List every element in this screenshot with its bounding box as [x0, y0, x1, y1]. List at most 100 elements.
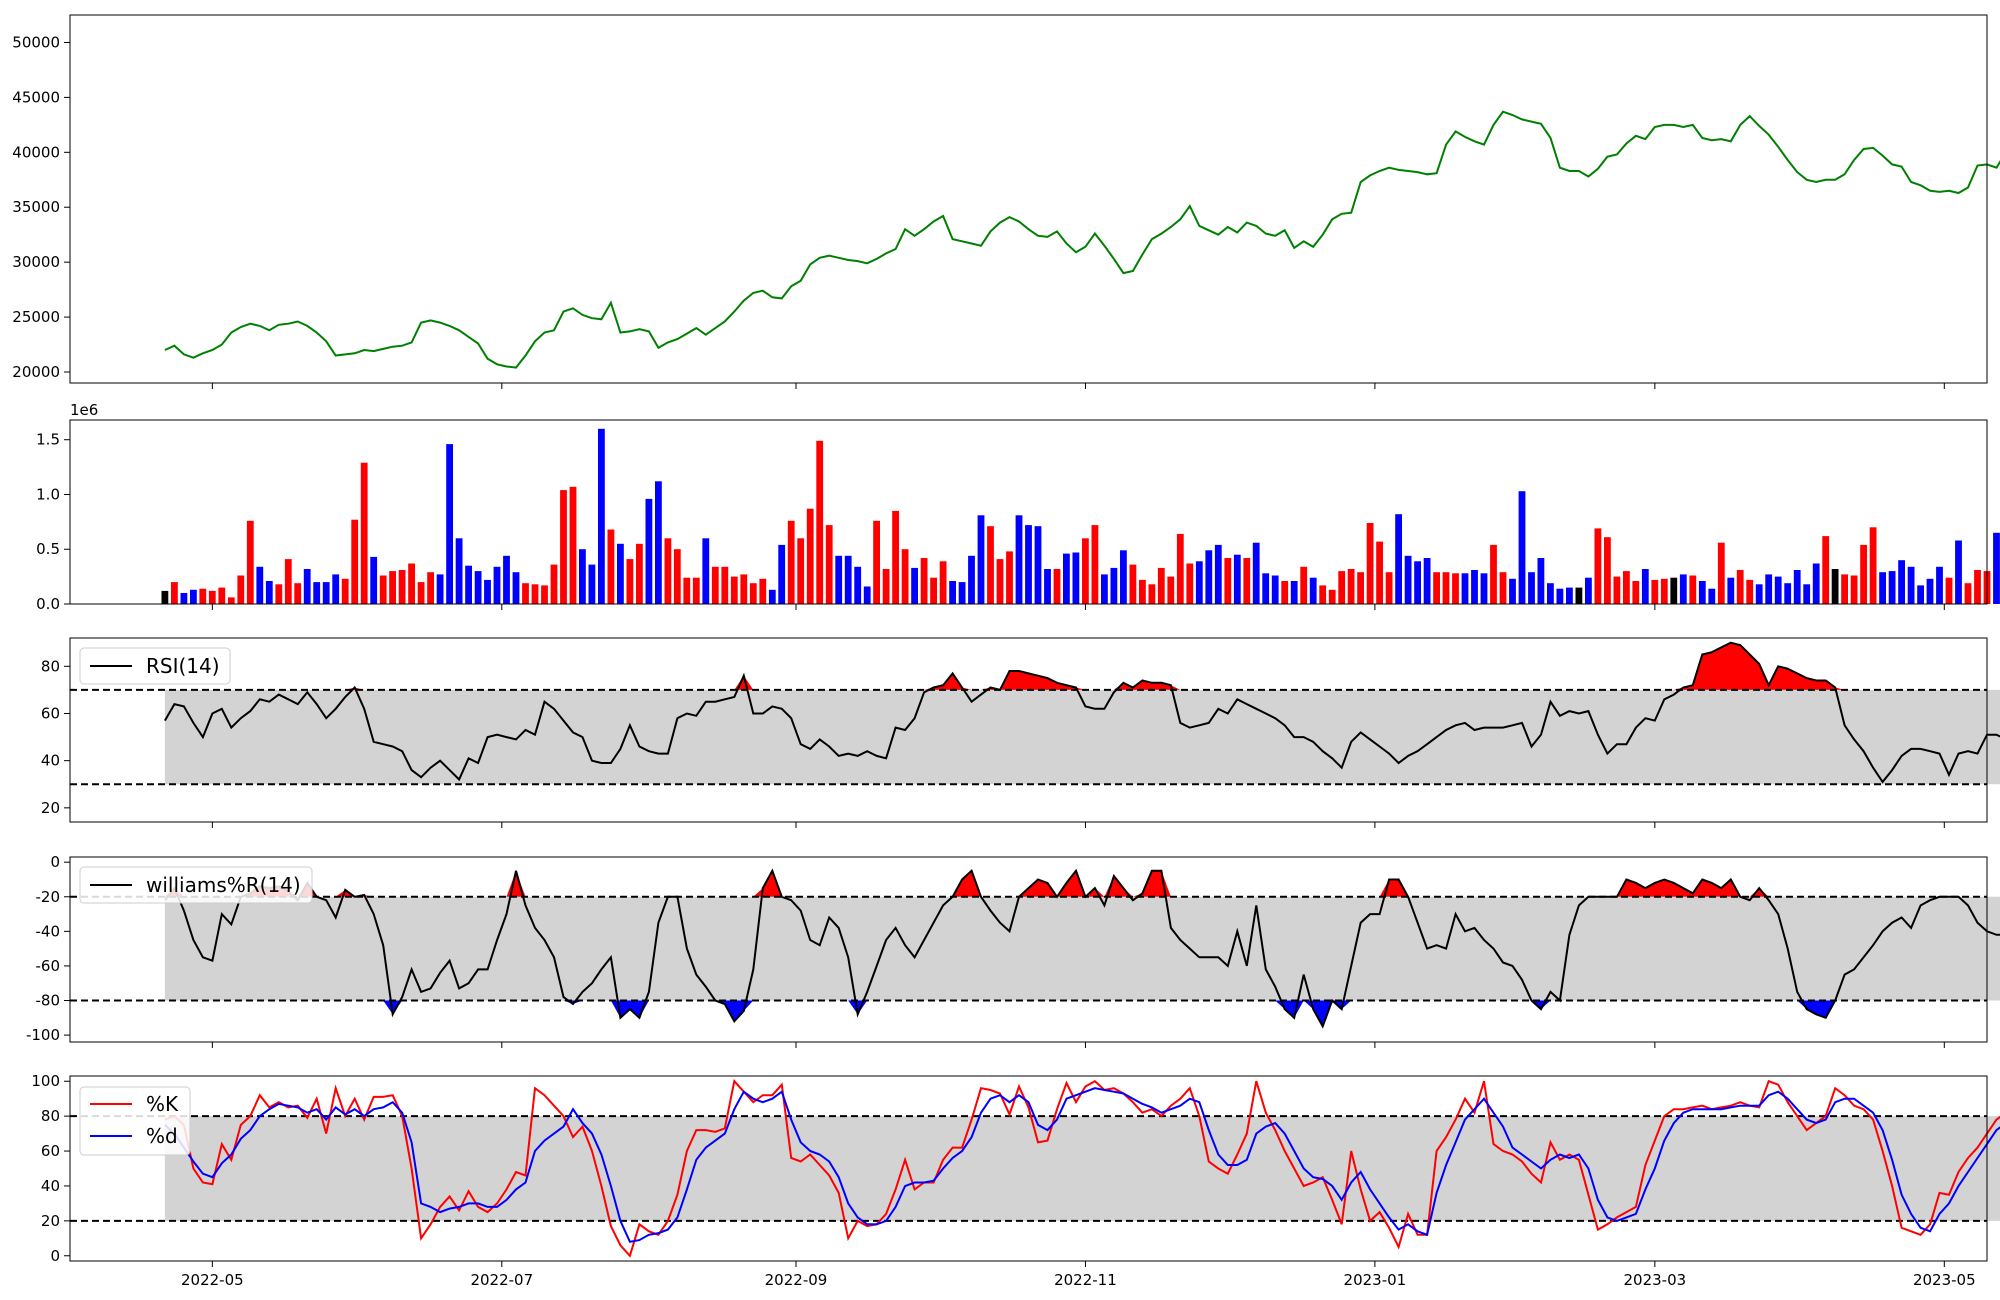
volume-bar	[1252, 542, 1260, 604]
volume-bar	[579, 549, 586, 604]
volume-bar	[673, 549, 681, 604]
volume-bar	[721, 566, 729, 604]
stochastic-d-line	[164, 1087, 2000, 1243]
volume-bar	[1025, 525, 1032, 604]
volume-bar	[1547, 583, 1554, 604]
stochastic-tick-label: 20	[41, 1212, 60, 1230]
volume-bar	[607, 529, 615, 604]
volume-bar	[911, 567, 918, 604]
volume-bar	[1575, 587, 1583, 604]
volume-bar	[711, 566, 719, 604]
volume-bar	[1746, 579, 1754, 604]
volume-bar	[1044, 569, 1051, 604]
volume-bar	[977, 515, 985, 604]
volume-bar	[1442, 572, 1450, 604]
volume-bar	[1471, 570, 1478, 604]
williams-neutral-band	[164, 896, 2000, 1001]
volume-bar	[844, 555, 852, 604]
volume-bar	[655, 481, 662, 604]
volume-bar	[1860, 544, 1867, 604]
volume-bar	[1765, 574, 1773, 604]
williams-tick-label: -60	[36, 957, 61, 975]
volume-bar	[1784, 583, 1792, 604]
volume-bar	[360, 462, 368, 604]
volume-bar	[465, 565, 472, 604]
volume-bar	[294, 583, 302, 604]
volume-bar	[227, 597, 235, 604]
williams-tick-label: -40	[36, 922, 61, 940]
volume-tick-label: 1.5	[36, 431, 60, 449]
volume-bar	[1452, 573, 1459, 604]
volume-bar	[949, 581, 956, 604]
rsi-line	[164, 641, 2000, 784]
volume-bar	[436, 574, 444, 604]
volume-bar	[806, 508, 814, 604]
volume-bar	[332, 574, 340, 604]
volume-bar	[503, 555, 510, 604]
volume-bar	[417, 582, 425, 604]
volume-bar	[882, 569, 890, 604]
volume-bar	[892, 510, 899, 604]
volume-bar	[778, 544, 786, 604]
volume-bar	[1926, 578, 1934, 604]
volume-bar	[455, 538, 463, 604]
volume-bar	[1385, 572, 1393, 604]
volume-bar	[1623, 571, 1630, 604]
price-panel-frame	[69, 14, 1988, 384]
volume-bar	[484, 579, 491, 604]
volume-bar	[1357, 572, 1364, 604]
price-tick-label: 20000	[12, 363, 60, 381]
volume-bar	[996, 559, 1004, 604]
volume-bar	[493, 566, 501, 604]
volume-bar	[1110, 567, 1118, 604]
volume-bar	[171, 582, 178, 604]
stochastic-tick-label: 0	[50, 1247, 60, 1265]
volume-panel-frame	[69, 419, 1988, 605]
volume-bar	[1404, 555, 1412, 604]
volume-bar	[1091, 525, 1099, 604]
stochastic-tick-label: 40	[41, 1177, 60, 1195]
volume-bar	[987, 526, 994, 604]
volume-bar	[683, 577, 691, 604]
volume-bar	[1461, 573, 1469, 604]
volume-bar	[398, 570, 406, 604]
rsi-legend-box	[79, 647, 231, 685]
volume-bar	[1319, 585, 1327, 604]
volume-bar	[863, 586, 871, 604]
stochastic-legend-d-label: %d	[146, 1124, 178, 1148]
volume-bar	[1433, 572, 1440, 604]
williams-panel-frame	[69, 856, 1988, 1043]
volume-scale-label: 1e6	[70, 401, 98, 419]
volume-bar	[1395, 514, 1402, 604]
volume-panel: 0.0 0.5 1.0 1.5 1e6	[36, 401, 2000, 613]
stochastic-tick-label: 100	[31, 1072, 60, 1090]
volume-tick-label: 0.0	[36, 595, 60, 613]
volume-bar	[1053, 569, 1061, 604]
volume-bar	[1755, 584, 1763, 604]
volume-bar	[218, 587, 226, 604]
volume-bar	[598, 428, 605, 604]
volume-bar	[1907, 566, 1915, 604]
volume-bar	[1148, 584, 1156, 604]
volume-bar	[873, 520, 880, 604]
volume-bar	[787, 520, 795, 604]
volume-bar	[275, 584, 283, 604]
volume-bar	[854, 566, 862, 604]
volume-bar	[522, 583, 529, 604]
volume-bar	[1006, 551, 1013, 604]
volume-bar	[617, 543, 624, 604]
volume-bar	[816, 440, 824, 604]
volume-bar	[1689, 575, 1697, 604]
volume-bar	[1129, 564, 1137, 604]
volume-bar	[1139, 579, 1146, 604]
volume-bar	[389, 571, 396, 604]
volume-bar	[560, 490, 567, 604]
price-line	[164, 110, 2000, 369]
volume-bar	[740, 574, 748, 604]
volume-bar	[531, 584, 539, 604]
rsi-legend: RSI(14)	[79, 647, 231, 685]
williams-tick-label: -20	[36, 888, 61, 906]
volume-bar	[1670, 577, 1678, 604]
volume-bar	[1214, 544, 1222, 604]
